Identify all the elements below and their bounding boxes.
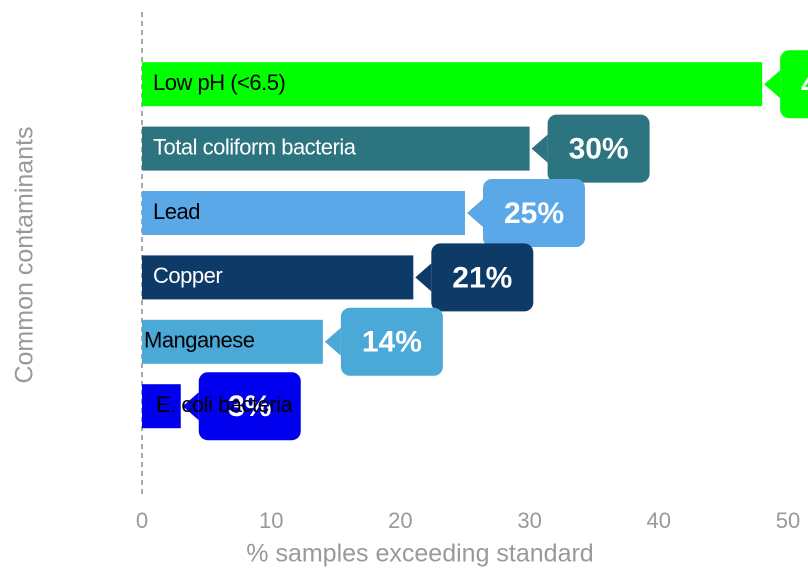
- value-label: 48%: [801, 68, 808, 101]
- value-callout: [764, 70, 781, 99]
- x-tick-label: 30: [517, 508, 541, 533]
- x-tick-label: 40: [647, 508, 671, 533]
- category-label: Total coliform bacteria: [153, 134, 357, 159]
- value-callout: [531, 134, 548, 163]
- value-callout: [467, 199, 483, 227]
- value-label: 3%: [228, 390, 271, 423]
- value-callout-box: [198, 372, 301, 441]
- bar: [142, 62, 763, 107]
- x-axis-title: % samples exceeding standard: [246, 540, 593, 568]
- bar: [142, 255, 414, 300]
- value-callout: [415, 263, 432, 292]
- category-label: Lead: [153, 199, 200, 224]
- y-axis-title: Common contaminants: [11, 126, 39, 383]
- x-tick-label: 20: [388, 508, 412, 533]
- value-callout-box: [431, 243, 534, 312]
- category-label: Copper: [153, 263, 222, 288]
- value-callout: [182, 392, 199, 421]
- value-callout-box: [483, 179, 585, 247]
- value-label: 14%: [362, 326, 422, 359]
- value-callout-box: [340, 307, 443, 376]
- value-label: 21%: [452, 261, 512, 294]
- value-callout: [324, 327, 341, 356]
- x-tick-label: 0: [136, 508, 148, 533]
- bar: [142, 384, 181, 429]
- category-label: Manganese: [144, 328, 255, 353]
- value-callout-box: [780, 50, 808, 119]
- value-label: 30%: [569, 133, 629, 166]
- bar: [142, 191, 465, 235]
- bar: [142, 126, 530, 171]
- category-label: E. coli bacteria: [156, 392, 294, 417]
- value-label: 25%: [504, 197, 564, 230]
- category-label: Low pH (<6.5): [153, 70, 285, 95]
- x-tick-label: 10: [259, 508, 283, 533]
- value-callout-box: [547, 114, 650, 183]
- bar: [142, 319, 323, 364]
- x-tick-label: 50: [776, 508, 800, 533]
